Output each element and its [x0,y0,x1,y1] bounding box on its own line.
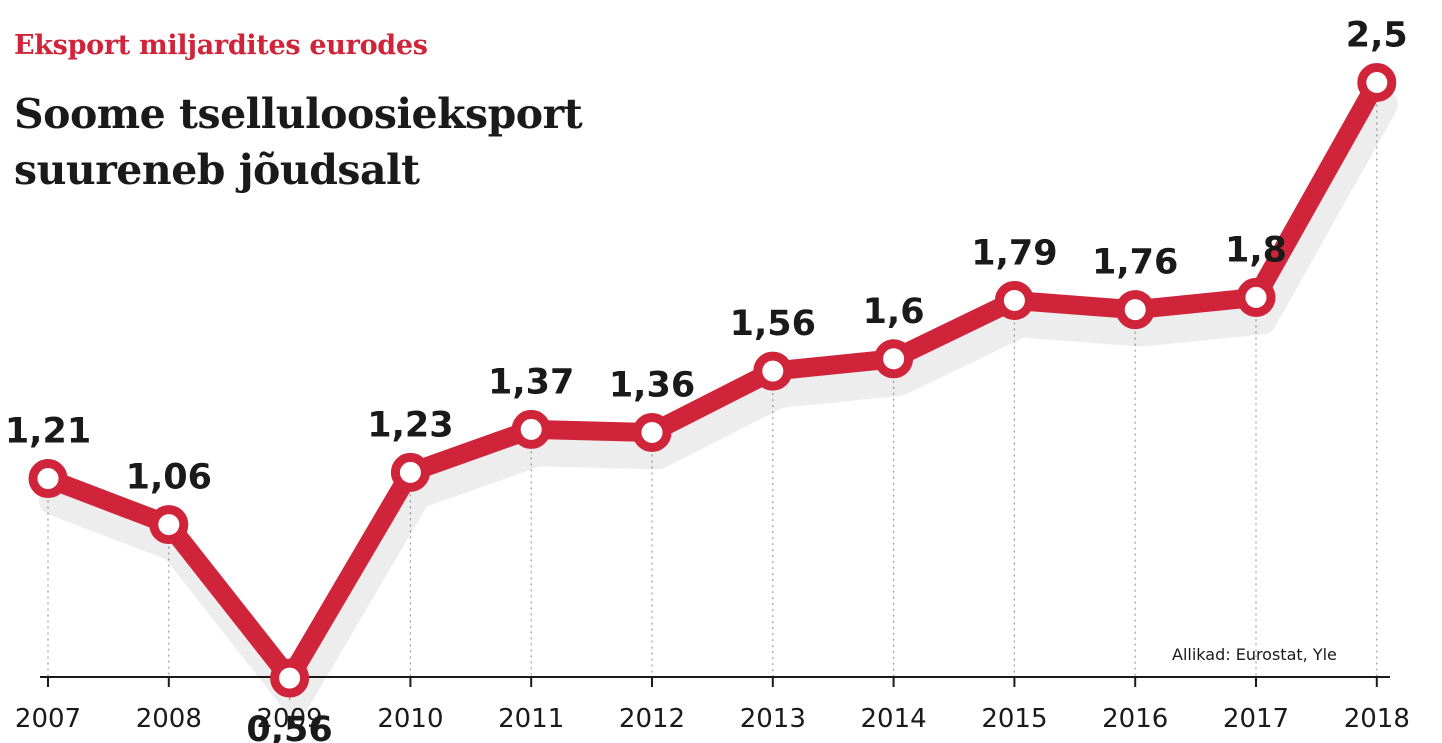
x-tick-label-2017: 2017 [1223,704,1289,734]
x-tick-label-2011: 2011 [498,704,564,734]
data-label-2012: 1,36 [609,365,695,405]
x-tick-label-2016: 2016 [1102,704,1168,734]
data-point-2011 [511,409,551,449]
x-tick-label-2012: 2012 [619,704,685,734]
data-label-2008: 1,06 [126,458,212,498]
data-label-2017: 1,8 [1225,230,1287,270]
data-labels: 1,21 1,06 0,56 1,23 1,37 1,36 1,56 1,6 1,79 1,76 1… [5,16,1408,743]
x-tick-label-2009: 2009 [257,704,323,734]
data-label-2007: 1,21 [5,412,91,452]
x-tick-label-2010: 2010 [377,704,443,734]
data-points [28,63,1397,698]
data-point-2013 [753,351,793,391]
x-axis: 2007 2008 2009 2010 2011 2012 2013 2014 2015 2016… [15,676,1410,734]
data-label-2018: 2,5 [1346,16,1408,56]
data-point-2018 [1357,63,1397,102]
x-tick-label-2015: 2015 [981,704,1047,734]
data-label-2016: 1,76 [1092,243,1178,283]
data-label-2011: 1,37 [488,362,574,402]
data-point-2017 [1236,277,1276,317]
data-point-2007 [28,459,68,499]
series-line [38,73,1398,716]
data-label-2009: 0,56 [246,710,332,743]
data-point-2012 [632,412,672,452]
data-label-2013: 1,56 [730,304,816,344]
data-label-2014: 1,6 [863,292,925,332]
chart-title: Soome tselluloosieksport suureneb jõudsa… [14,90,583,194]
data-label-2010: 1,23 [367,405,453,445]
x-tick-label-2008: 2008 [136,704,202,734]
data-point-2009 [270,658,310,698]
data-point-2016 [1115,290,1155,330]
grid-lines [47,104,1378,701]
x-tick-label-2018: 2018 [1344,704,1410,734]
data-label-2015: 1,79 [971,233,1057,273]
x-tick-label-2014: 2014 [861,704,927,734]
chart-subtitle: Eksport miljardites eurodes [14,30,428,61]
data-point-2015 [994,280,1034,320]
series-line-path [38,73,1387,688]
x-tick-label-2013: 2013 [740,704,806,734]
data-point-2010 [390,452,430,492]
data-point-2014 [874,339,914,379]
x-tick-label-2007: 2007 [15,704,81,734]
source-note: Allikad: Eurostat, Yle [1172,645,1337,664]
data-point-2008 [149,505,189,545]
